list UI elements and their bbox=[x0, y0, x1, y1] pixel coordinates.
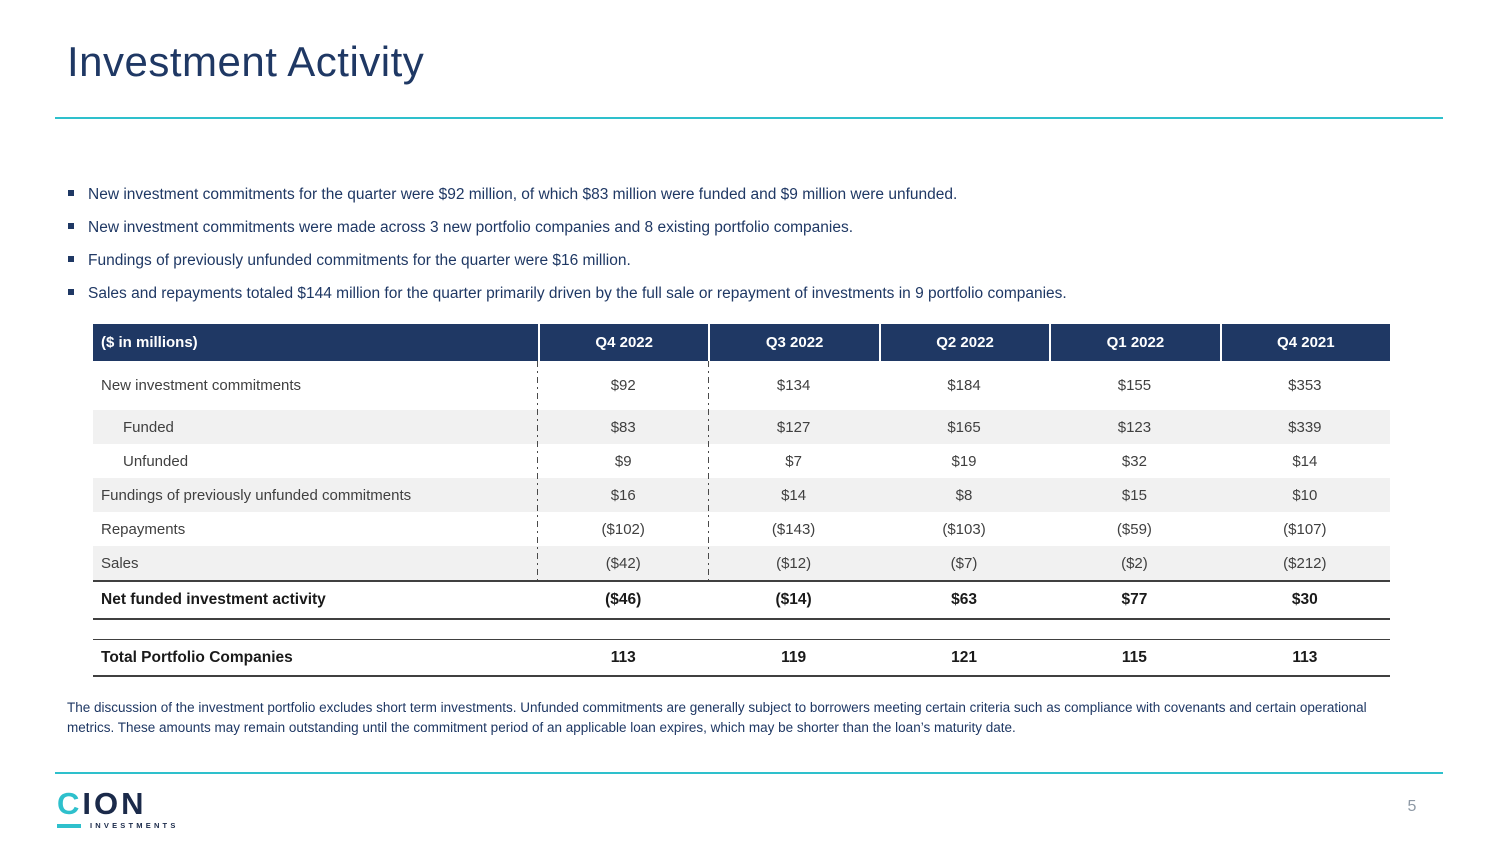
cell-value: $19 bbox=[951, 452, 977, 470]
cell-value: $7 bbox=[785, 452, 802, 470]
cell-value: $16 bbox=[610, 486, 636, 504]
bullet-item: Sales and repayments totaled $144 millio… bbox=[68, 285, 1448, 318]
table-spacer bbox=[93, 620, 1390, 639]
row-label: New investment commitments bbox=[101, 377, 302, 394]
footer-divider bbox=[55, 772, 1443, 774]
row-label: Unfunded bbox=[123, 452, 189, 470]
table-header-row: ($ in millions) Q4 2022 Q3 2022 Q2 2022 … bbox=[93, 324, 1391, 361]
cell-value: 119 bbox=[781, 648, 807, 666]
cell-value: $127 bbox=[776, 418, 811, 436]
row-label: Funded bbox=[123, 418, 174, 436]
table-row: Repayments ($102) ($143) ($103) ($59) ($… bbox=[93, 512, 1390, 546]
bullet-list: New investment commitments for the quart… bbox=[68, 186, 1448, 318]
table-row: New investment commitments $92 $134 $184… bbox=[93, 361, 1390, 410]
cell-value: $10 bbox=[1292, 486, 1318, 504]
net-funded-activity-row: Net funded investment activity ($46) ($1… bbox=[93, 580, 1390, 620]
logo-letter-c: C bbox=[57, 786, 83, 821]
cell-value: $14 bbox=[781, 486, 807, 504]
cell-value: $92 bbox=[610, 377, 636, 394]
total-portfolio-companies-row: Total Portfolio Companies 113 119 121 11… bbox=[93, 639, 1390, 677]
cell-value: $184 bbox=[947, 377, 981, 394]
header-q2-2022: Q2 2022 bbox=[878, 324, 1050, 361]
row-label: Net funded investment activity bbox=[101, 591, 326, 608]
cion-logo: CION INVESTMENTS bbox=[57, 786, 197, 830]
cell-value: $134 bbox=[776, 377, 811, 394]
cell-value: $8 bbox=[955, 486, 973, 504]
cell-value: ($12) bbox=[776, 554, 812, 572]
table-row: Unfunded $9 $7 $19 $32 $14 bbox=[93, 444, 1390, 478]
row-label: Repayments bbox=[101, 520, 186, 538]
logo-tagline: INVESTMENTS bbox=[90, 821, 179, 830]
cell-value: ($14) bbox=[775, 591, 812, 608]
row-label: Total Portfolio Companies bbox=[101, 648, 293, 666]
header-q1-2022: Q1 2022 bbox=[1049, 324, 1220, 361]
bullet-text: Sales and repayments totaled $144 millio… bbox=[88, 285, 1067, 302]
cell-value: ($7) bbox=[950, 554, 978, 572]
row-label: Fundings of previously unfunded commitme… bbox=[101, 486, 412, 504]
bullet-text: New investment commitments for the quart… bbox=[88, 186, 958, 203]
cell-value: ($2) bbox=[1121, 554, 1148, 572]
table-row: Funded $83 $127 $165 $123 $339 bbox=[93, 410, 1390, 444]
cell-value: $15 bbox=[1121, 486, 1147, 504]
cell-value: 113 bbox=[610, 648, 636, 666]
cell-value: 113 bbox=[1292, 648, 1318, 666]
cell-value: $14 bbox=[1292, 452, 1318, 470]
current-quarter-highlight-left-line bbox=[537, 361, 538, 580]
row-label: Sales bbox=[101, 554, 139, 572]
cell-value: ($42) bbox=[605, 554, 641, 572]
header-q4-2022: Q4 2022 bbox=[538, 324, 709, 361]
cell-value: 121 bbox=[951, 648, 977, 666]
cell-value: ($102) bbox=[601, 520, 645, 538]
logo-letters-ion: ION bbox=[82, 786, 147, 821]
page-title: Investment Activity bbox=[67, 38, 425, 85]
cell-value: $9 bbox=[614, 452, 632, 470]
bullet-text: Fundings of previously unfunded commitme… bbox=[88, 252, 631, 269]
cell-value: ($59) bbox=[1116, 520, 1152, 538]
logo-dash-icon bbox=[57, 823, 81, 828]
cell-value: ($212) bbox=[1283, 554, 1327, 572]
header-q4-2021: Q4 2021 bbox=[1219, 324, 1391, 361]
cell-value: $165 bbox=[947, 418, 981, 436]
footnote: The discussion of the investment portfol… bbox=[67, 700, 1367, 735]
bullet-item: New investment commitments for the quart… bbox=[68, 186, 1448, 219]
header-units: ($ in millions) bbox=[93, 324, 538, 361]
table-row: Fundings of previously unfunded commitme… bbox=[93, 478, 1390, 512]
cell-value: $83 bbox=[610, 418, 636, 436]
bullet-square-icon bbox=[68, 289, 74, 295]
header-q3-2022: Q3 2022 bbox=[708, 324, 879, 361]
page-number: 5 bbox=[1407, 798, 1417, 815]
bullet-item: Fundings of previously unfunded commitme… bbox=[68, 252, 1448, 285]
cell-value: ($143) bbox=[771, 520, 816, 538]
cell-value: $123 bbox=[1117, 418, 1152, 436]
cell-value: 115 bbox=[1121, 648, 1147, 666]
bullet-text: New investment commitments were made acr… bbox=[88, 219, 854, 236]
cion-logo-wordmark: CION bbox=[57, 786, 197, 821]
bullet-square-icon bbox=[68, 190, 74, 196]
investment-activity-table: ($ in millions) Q4 2022 Q3 2022 Q2 2022 … bbox=[93, 324, 1391, 677]
bullet-item: New investment commitments were made acr… bbox=[68, 219, 1448, 252]
title-divider bbox=[55, 117, 1443, 119]
cion-logo-tagline-row: INVESTMENTS bbox=[57, 821, 197, 830]
cell-value: $32 bbox=[1121, 452, 1147, 470]
cell-value: $353 bbox=[1288, 377, 1322, 394]
cell-value: ($103) bbox=[942, 520, 986, 538]
cell-value: $339 bbox=[1288, 418, 1322, 436]
cell-value: ($46) bbox=[605, 591, 642, 608]
cell-value: $63 bbox=[951, 591, 977, 608]
cell-value: $30 bbox=[1291, 591, 1318, 608]
current-quarter-highlight-right-line bbox=[708, 361, 709, 580]
cell-value: $77 bbox=[1121, 591, 1148, 608]
bullet-square-icon bbox=[68, 256, 74, 262]
cell-value: ($107) bbox=[1283, 520, 1327, 538]
table-row: Sales ($42) ($12) ($7) ($2) ($212) bbox=[93, 546, 1390, 580]
bullet-square-icon bbox=[68, 223, 74, 229]
cell-value: $155 bbox=[1117, 377, 1152, 394]
